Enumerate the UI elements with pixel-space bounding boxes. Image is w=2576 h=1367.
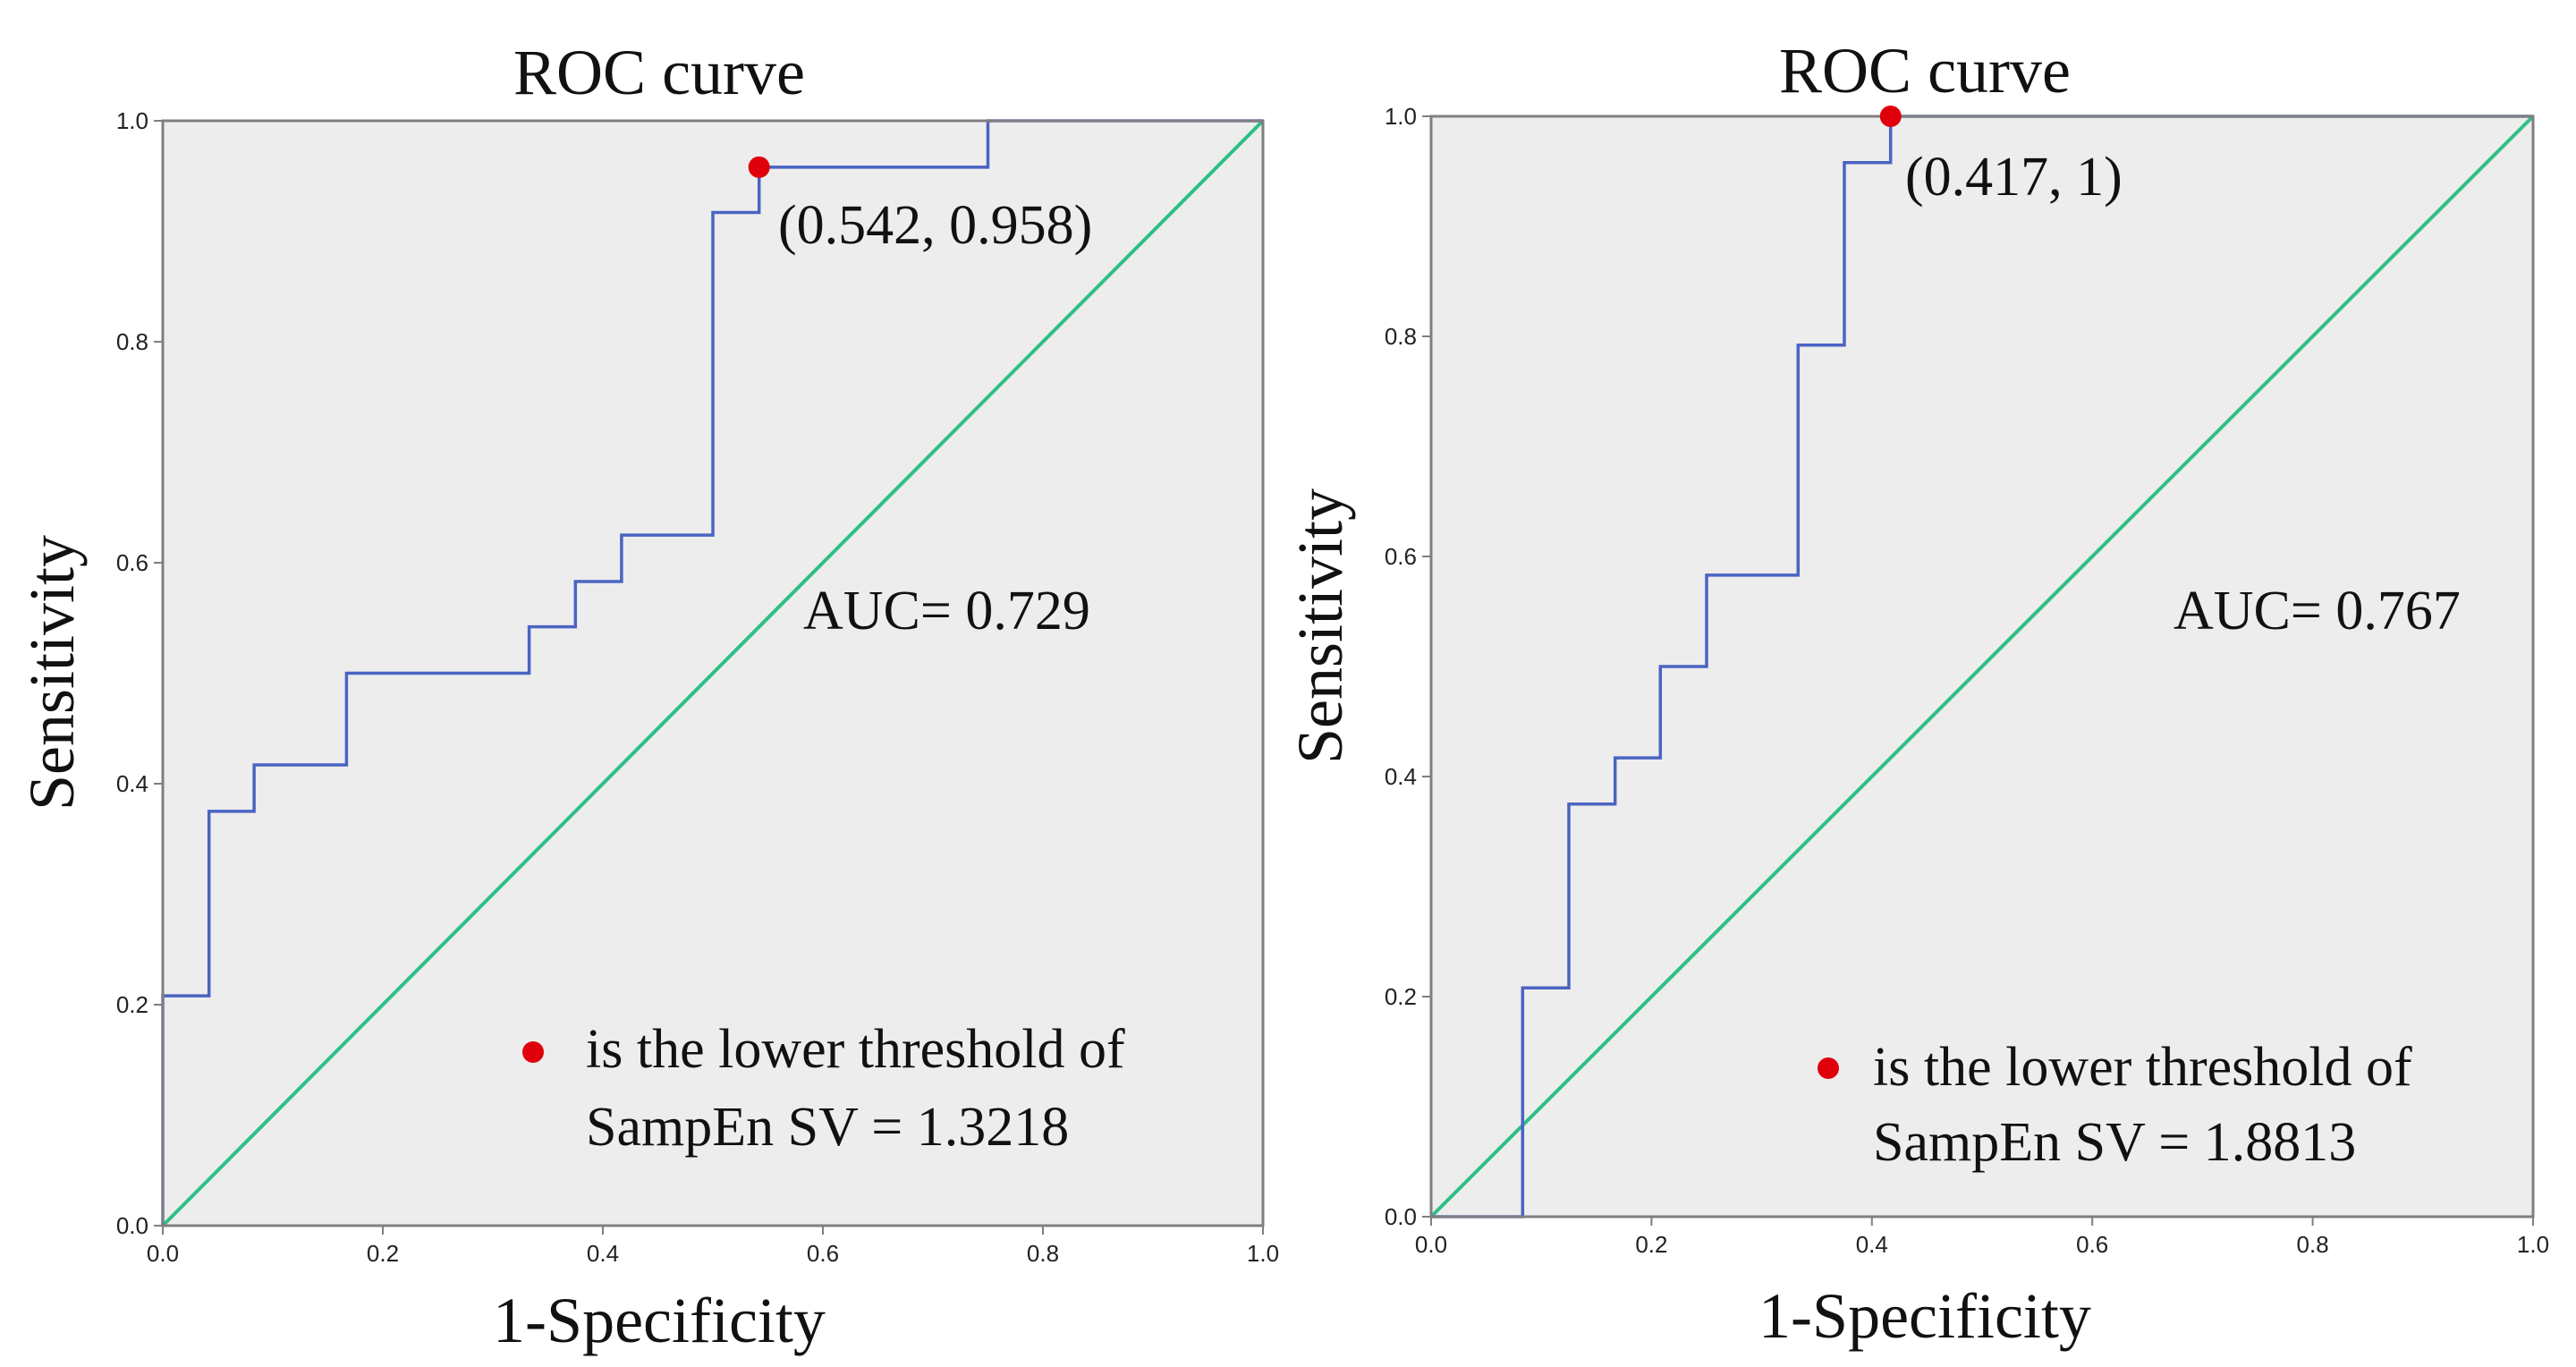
chart-title: ROC curve bbox=[513, 37, 805, 108]
x-tick-label: 0.0 bbox=[1415, 1231, 1447, 1258]
y-axis-label: Sensitivity bbox=[16, 535, 88, 811]
legend-text-line2: SampEn SV = 1.8813 bbox=[1873, 1112, 2356, 1173]
point-label: (0.417, 1) bbox=[1905, 147, 2123, 208]
y-tick-label: 0.0 bbox=[116, 1212, 148, 1239]
x-tick-label: 0.6 bbox=[2076, 1231, 2108, 1258]
roc-chart-left: 0.0 0.2 0.4 0.6 0.8 1.0 0.0 0.2 0.4 0.6 0.8 1.0 ROC… bbox=[16, 37, 1279, 1356]
roc-line bbox=[161, 119, 1263, 1226]
legend-text-line1: is the lower threshold of bbox=[1873, 1037, 2412, 1098]
x-tick-label: 0.6 bbox=[807, 1240, 839, 1267]
x-axis-label: 1-Specificity bbox=[493, 1285, 826, 1356]
x-tick-label: 0.8 bbox=[2297, 1231, 2329, 1258]
roc-chart-right: 0.0 0.2 0.4 0.6 0.8 1.0 0.0 0.2 0.4 0.6 0.8 1.0 ROC… bbox=[1284, 35, 2549, 1352]
y-tick-label: 0.8 bbox=[1385, 323, 1417, 350]
x-tick-label: 0.8 bbox=[1027, 1240, 1059, 1267]
y-tick-label: 1.0 bbox=[116, 107, 148, 134]
y-tick-label: 0.4 bbox=[116, 770, 148, 797]
reference-line bbox=[161, 119, 1265, 1227]
chart-title: ROC curve bbox=[1779, 35, 2071, 106]
x-tick-label: 0.4 bbox=[1856, 1231, 1888, 1258]
x-axis-label: 1-Specificity bbox=[1758, 1280, 2091, 1352]
y-tick-label: 0.8 bbox=[116, 328, 148, 355]
reference-line bbox=[1429, 115, 2535, 1218]
legend-text-line1: is the lower threshold of bbox=[586, 1019, 1125, 1080]
x-tick-label: 0.0 bbox=[147, 1240, 179, 1267]
x-tick-label: 1.0 bbox=[2517, 1231, 2549, 1258]
y-tick-label: 0.4 bbox=[1385, 763, 1417, 790]
threshold-marker bbox=[748, 156, 770, 178]
roc-line bbox=[1431, 115, 2533, 1218]
legend-marker bbox=[1818, 1057, 1839, 1079]
auc-label: AUC= 0.729 bbox=[803, 581, 1090, 641]
auc-label: AUC= 0.767 bbox=[2174, 581, 2461, 641]
x-tick-label: 1.0 bbox=[1247, 1240, 1279, 1267]
legend-marker bbox=[522, 1041, 544, 1063]
plot-frame bbox=[1429, 115, 2535, 1218]
x-tick-label: 0.4 bbox=[587, 1240, 619, 1267]
y-tick-label: 0.0 bbox=[1385, 1203, 1417, 1230]
y-tick-label: 0.6 bbox=[1385, 543, 1417, 570]
x-tick-label: 0.2 bbox=[1635, 1231, 1667, 1258]
y-tick-label: 0.2 bbox=[1385, 983, 1417, 1010]
legend-text-line2: SampEn SV = 1.3218 bbox=[586, 1097, 1069, 1158]
y-tick-label: 0.6 bbox=[116, 549, 148, 576]
plot-frame bbox=[161, 119, 1265, 1227]
x-tick-label: 0.2 bbox=[367, 1240, 399, 1267]
threshold-marker bbox=[1879, 106, 1902, 127]
y-tick-label: 0.2 bbox=[116, 991, 148, 1018]
y-tick-label: 1.0 bbox=[1385, 103, 1417, 130]
point-label: (0.542, 0.958) bbox=[778, 195, 1092, 256]
y-axis-label: Sensitivity bbox=[1284, 488, 1356, 764]
